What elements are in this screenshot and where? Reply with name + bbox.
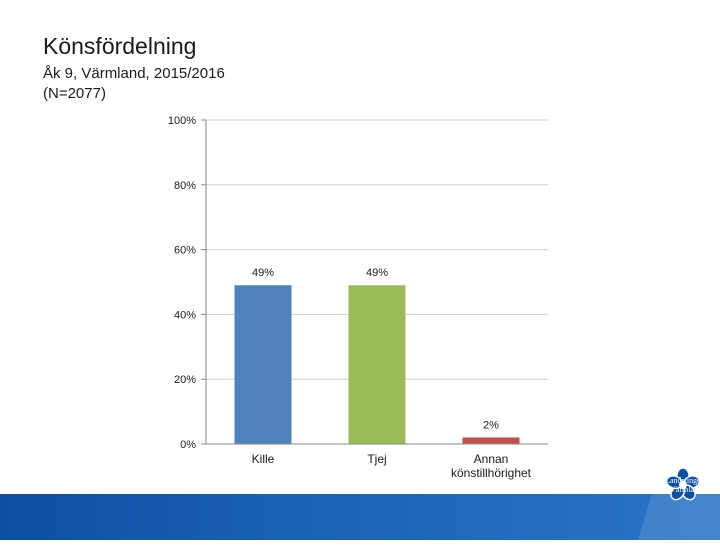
subtitle-line-1: Åk 9, Värmland, 2015/2016 xyxy=(43,65,225,82)
bar-1 xyxy=(234,285,292,444)
y-tick-label: 100% xyxy=(168,115,196,127)
chart-subtitle: Åk 9, Värmland, 2015/2016 (N=2077) xyxy=(43,64,225,104)
logo-text: Landstinget i Värmland xyxy=(654,476,714,494)
y-tick-label: 40% xyxy=(174,309,196,321)
bar-3 xyxy=(462,437,520,444)
category-label: könstillhörighet xyxy=(451,466,532,480)
y-tick-label: 20% xyxy=(174,374,196,386)
logo-text-line-2: i Värmland xyxy=(665,485,703,494)
category-label: Kille xyxy=(252,452,275,466)
data-label: 49% xyxy=(252,267,274,279)
data-label: 2% xyxy=(483,420,499,432)
category-label: Annan xyxy=(474,452,509,466)
y-tick-label: 60% xyxy=(174,245,196,257)
footer-band xyxy=(0,494,720,540)
labels: 0% 20% 40% 60% 80% 100% 49% Kille 49% Tjej 2% Annan… xyxy=(168,115,532,480)
logo-text-line-1: Landstinget xyxy=(665,476,703,485)
logo xyxy=(638,438,720,540)
data-label: 49% xyxy=(366,267,388,279)
subtitle-line-2: (N=2077) xyxy=(43,85,106,102)
y-tick-label: 80% xyxy=(174,180,196,192)
bar-2 xyxy=(348,285,406,444)
bars xyxy=(234,285,520,444)
y-tick-label: 0% xyxy=(180,439,196,451)
category-label: Tjej xyxy=(367,452,386,466)
axes xyxy=(201,119,548,445)
chart-title: Könsfördelning xyxy=(43,33,197,59)
flower-logo-icon xyxy=(665,467,701,501)
